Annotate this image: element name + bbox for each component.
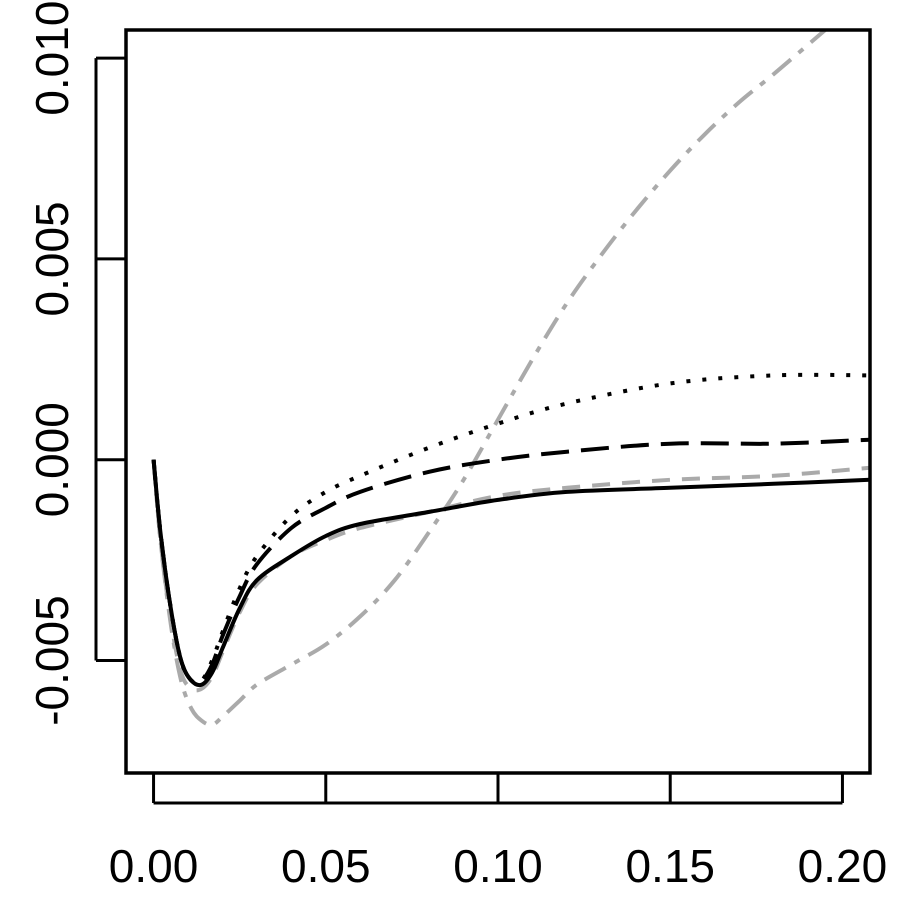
series-line-2 xyxy=(151,372,870,686)
x-tick-label: 0.00 xyxy=(109,840,199,892)
series-line-3 xyxy=(151,437,870,685)
x-tick-label: 0.20 xyxy=(798,840,888,892)
x-tick-label: 0.05 xyxy=(281,840,371,892)
series-line-5 xyxy=(151,30,827,727)
x-tick-label: 0.15 xyxy=(625,840,715,892)
series-layer xyxy=(151,30,870,727)
x-axis: 0.00 0.05 0.10 0.15 0.20 xyxy=(109,773,887,892)
plot-frame xyxy=(124,28,872,775)
y-tick-label: 0.005 xyxy=(26,201,78,316)
y-tick-label: -0.005 xyxy=(26,595,78,725)
y-tick-label: 0.000 xyxy=(26,402,78,517)
x-tick-label: 0.10 xyxy=(453,840,543,892)
y-axis: -0.005 0.000 0.005 0.010 xyxy=(26,1,126,726)
y-tick-label: 0.010 xyxy=(26,1,78,116)
